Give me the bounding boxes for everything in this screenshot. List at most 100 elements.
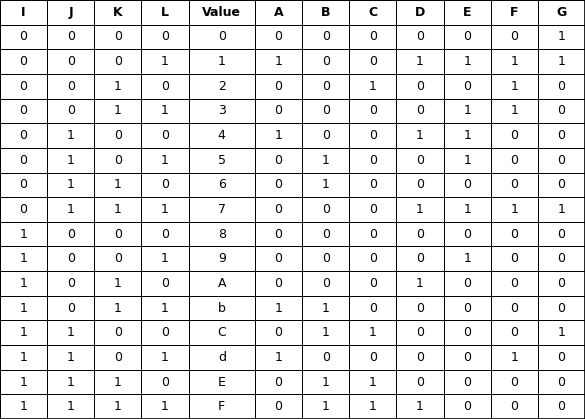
Bar xyxy=(47,123,94,148)
Bar xyxy=(142,296,188,321)
Text: 0: 0 xyxy=(274,277,283,290)
Text: 1: 1 xyxy=(558,326,565,339)
Text: E: E xyxy=(218,375,226,388)
Bar xyxy=(302,222,349,246)
Text: 0: 0 xyxy=(416,375,424,388)
Bar xyxy=(443,271,491,296)
Bar xyxy=(538,49,585,74)
Text: 1: 1 xyxy=(67,129,75,142)
Text: 0: 0 xyxy=(416,302,424,315)
Bar xyxy=(538,222,585,246)
Text: I: I xyxy=(21,6,26,19)
Text: 0: 0 xyxy=(558,178,566,191)
Bar xyxy=(255,394,302,419)
Text: 0: 0 xyxy=(463,400,471,413)
Bar xyxy=(443,345,491,370)
Bar xyxy=(47,173,94,197)
Text: 0: 0 xyxy=(114,351,122,364)
Text: 0: 0 xyxy=(67,104,75,117)
Bar xyxy=(397,197,443,222)
Bar xyxy=(538,98,585,123)
Text: F: F xyxy=(218,400,225,413)
Bar xyxy=(142,0,188,25)
Text: E: E xyxy=(463,6,472,19)
Text: 0: 0 xyxy=(463,302,471,315)
Bar xyxy=(142,98,188,123)
Bar xyxy=(491,222,538,246)
Text: 0: 0 xyxy=(274,104,283,117)
Text: 1: 1 xyxy=(67,154,75,167)
Text: 1: 1 xyxy=(114,80,122,93)
Text: 1: 1 xyxy=(369,400,377,413)
Text: 0: 0 xyxy=(416,31,424,44)
Text: 0: 0 xyxy=(416,154,424,167)
Text: 0: 0 xyxy=(274,375,283,388)
Text: 1: 1 xyxy=(274,55,283,68)
Text: 1: 1 xyxy=(20,351,27,364)
Text: 1: 1 xyxy=(369,80,377,93)
Bar xyxy=(0,222,47,246)
Text: 0: 0 xyxy=(274,31,283,44)
Bar xyxy=(188,123,255,148)
Bar xyxy=(142,74,188,98)
Bar xyxy=(142,370,188,394)
Text: 1: 1 xyxy=(161,252,169,265)
Bar xyxy=(302,370,349,394)
Bar xyxy=(142,49,188,74)
Bar xyxy=(397,0,443,25)
Bar xyxy=(94,394,142,419)
Text: 0: 0 xyxy=(274,80,283,93)
Text: 1: 1 xyxy=(161,302,169,315)
Bar xyxy=(188,394,255,419)
Text: 0: 0 xyxy=(322,228,330,241)
Bar xyxy=(0,296,47,321)
Text: 1: 1 xyxy=(20,252,27,265)
Text: 1: 1 xyxy=(558,31,565,44)
Bar xyxy=(188,173,255,197)
Text: 0: 0 xyxy=(161,31,169,44)
Bar xyxy=(0,74,47,98)
Text: 0: 0 xyxy=(322,277,330,290)
Text: 0: 0 xyxy=(19,129,27,142)
Bar xyxy=(47,25,94,49)
Text: 1: 1 xyxy=(20,277,27,290)
Text: 0: 0 xyxy=(322,104,330,117)
Text: 0: 0 xyxy=(558,129,566,142)
Text: 1: 1 xyxy=(463,55,471,68)
Text: 1: 1 xyxy=(114,203,122,216)
Bar xyxy=(255,345,302,370)
Text: 1: 1 xyxy=(369,326,377,339)
Bar xyxy=(397,25,443,49)
Text: 0: 0 xyxy=(114,154,122,167)
Bar xyxy=(491,74,538,98)
Text: 1: 1 xyxy=(20,302,27,315)
Text: 1: 1 xyxy=(274,129,283,142)
Bar xyxy=(491,197,538,222)
Text: A: A xyxy=(274,6,283,19)
Bar xyxy=(443,394,491,419)
Text: 1: 1 xyxy=(510,55,518,68)
Bar xyxy=(188,0,255,25)
Bar xyxy=(94,321,142,345)
Text: 0: 0 xyxy=(114,129,122,142)
Bar xyxy=(443,222,491,246)
Text: 0: 0 xyxy=(416,326,424,339)
Bar xyxy=(255,296,302,321)
Bar xyxy=(349,49,397,74)
Bar xyxy=(302,321,349,345)
Text: 1: 1 xyxy=(161,55,169,68)
Bar xyxy=(443,246,491,271)
Bar xyxy=(491,173,538,197)
Bar xyxy=(142,173,188,197)
Bar xyxy=(47,394,94,419)
Bar xyxy=(255,173,302,197)
Bar xyxy=(302,25,349,49)
Text: 1: 1 xyxy=(114,400,122,413)
Text: 0: 0 xyxy=(161,277,169,290)
Bar xyxy=(491,148,538,173)
Text: 0: 0 xyxy=(322,80,330,93)
Bar xyxy=(443,25,491,49)
Text: 0: 0 xyxy=(274,400,283,413)
Bar xyxy=(188,321,255,345)
Bar xyxy=(443,74,491,98)
